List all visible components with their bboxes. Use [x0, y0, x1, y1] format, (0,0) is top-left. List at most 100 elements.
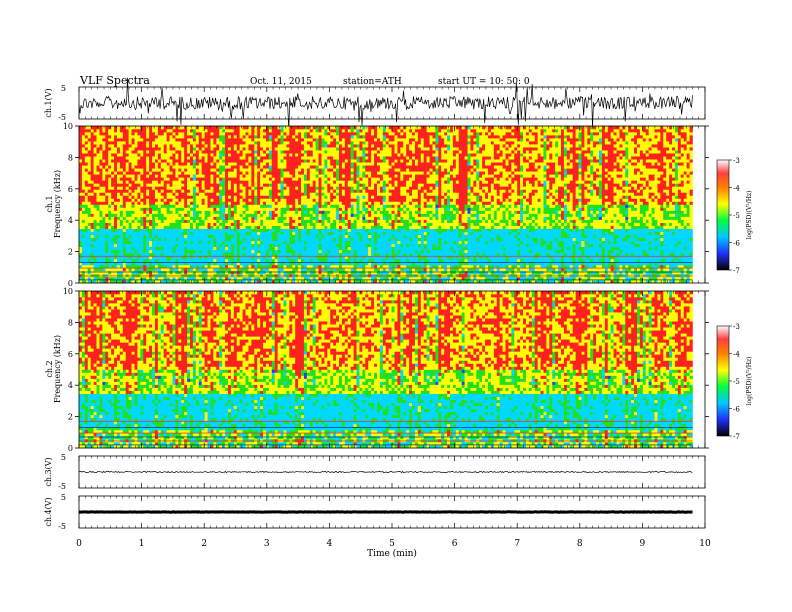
spectrogram-cell — [152, 249, 156, 254]
spectrogram-cell — [321, 225, 325, 229]
spectrogram-cell — [84, 135, 89, 139]
spectrogram-cell — [233, 210, 238, 214]
spectrogram-cell — [219, 252, 223, 257]
spectrogram-cell — [222, 276, 226, 281]
spectrogram-cell — [195, 252, 200, 257]
spectrogram-cell — [122, 165, 127, 169]
spectrogram-cell — [93, 183, 97, 187]
spectrogram-cell — [190, 141, 194, 145]
spectrogram-cell — [137, 192, 141, 196]
spectrogram-cell — [149, 276, 153, 281]
spectrogram-cell — [330, 204, 334, 208]
spectrogram-cell — [312, 129, 316, 133]
spectrogram-cell — [230, 126, 235, 130]
spectrogram-cell — [178, 165, 182, 169]
spectrogram-cell — [111, 255, 115, 260]
spectrogram-cell — [280, 180, 284, 184]
spectrogram-cell — [230, 168, 235, 172]
spectrogram-cell — [111, 225, 115, 229]
spectrogram-cell — [236, 168, 240, 172]
spectrogram-cell — [257, 225, 261, 229]
spectrogram-cell — [184, 261, 188, 266]
spectrogram-cell — [233, 192, 238, 196]
spectrogram-cell — [207, 246, 211, 251]
spectrogram-cell — [303, 276, 308, 281]
spectrogram-cell — [160, 189, 165, 193]
spectrogram-cell — [289, 192, 293, 196]
spectrogram-cell — [108, 171, 112, 175]
spectrogram-cell — [172, 198, 176, 202]
spectrogram-cell — [301, 165, 305, 169]
spectrogram-cell — [169, 276, 173, 281]
spectrogram-cell — [356, 210, 360, 214]
spectrogram-cell — [327, 252, 331, 257]
spectrogram-cell — [99, 201, 103, 205]
spectrogram-cell — [146, 249, 150, 254]
spectrogram-cell — [277, 192, 281, 196]
spectrogram-cell — [292, 138, 296, 142]
spectrogram-cell — [187, 183, 191, 187]
spectrogram-cell — [268, 231, 273, 235]
spectrogram-cell — [122, 249, 127, 254]
spectrogram-cell — [327, 144, 331, 148]
spectrogram-cell — [213, 216, 217, 220]
spectrogram-cell — [93, 222, 97, 226]
spectrogram-cell — [87, 180, 91, 184]
spectrogram-cell — [260, 219, 264, 223]
spectrogram-cell — [122, 135, 127, 139]
spectrogram-cell — [289, 276, 293, 281]
spectrogram-cell — [157, 270, 162, 275]
spectrogram-cell — [105, 255, 109, 260]
spectrogram-cell — [163, 267, 167, 272]
spectrogram-cell — [339, 216, 343, 220]
spectrogram-cell — [166, 165, 170, 169]
spectrogram-cell — [222, 162, 226, 166]
spectrogram-cell — [274, 201, 278, 205]
spectrogram-cell — [339, 222, 343, 226]
spectrogram-cell — [216, 150, 220, 154]
spectrogram-cell — [344, 156, 349, 160]
spectrogram-cell — [99, 129, 103, 133]
spectrogram-cell — [198, 195, 202, 199]
spectrogram-cell — [268, 225, 273, 229]
spectrogram-cell — [81, 258, 86, 263]
spectrogram-cell — [321, 186, 325, 190]
spectrogram-cell — [87, 129, 91, 133]
spectrogram-cell — [140, 126, 144, 130]
spectrogram-cell — [154, 162, 159, 166]
spectrogram-cell — [344, 204, 349, 208]
spectrogram-cell — [225, 237, 229, 242]
spectrogram-cell — [184, 186, 188, 190]
spectrogram-cell — [350, 150, 354, 154]
spectrogram-cell — [353, 237, 357, 242]
spectrogram-cell — [207, 270, 211, 275]
spectrogram-cell — [260, 207, 264, 211]
spectrogram-cell — [271, 201, 276, 205]
spectrogram-cell — [336, 186, 340, 190]
spectrogram-cell — [236, 237, 240, 242]
spectrogram-cell — [90, 132, 94, 136]
spectrogram-cell — [239, 135, 243, 139]
spectrogram-cell — [254, 219, 258, 223]
spectrogram-cell — [248, 222, 252, 226]
spectrogram-cell — [341, 267, 346, 272]
spectrogram-cell — [303, 243, 308, 248]
spectrogram-cell — [271, 129, 276, 133]
spectrogram-cell — [286, 153, 290, 157]
spectrogram-cell — [114, 216, 118, 220]
spectrogram-cell — [233, 204, 238, 208]
spectrogram-cell — [274, 207, 278, 211]
spectrogram-cell — [344, 255, 349, 260]
spectrogram-cell — [116, 132, 121, 136]
spectrogram-cell — [286, 129, 290, 133]
spectrogram-cell — [140, 156, 144, 160]
spectrogram-cell — [339, 126, 343, 130]
spectrogram-cell — [192, 261, 197, 266]
spectrogram-cell — [149, 228, 153, 232]
spectrogram-cell — [257, 267, 261, 272]
spectrogram-cell — [356, 189, 360, 193]
spectrogram-cell — [213, 228, 217, 232]
spectrogram-cell — [204, 168, 208, 172]
spectrogram-cell — [339, 156, 343, 160]
spectrogram-cell — [175, 189, 179, 193]
